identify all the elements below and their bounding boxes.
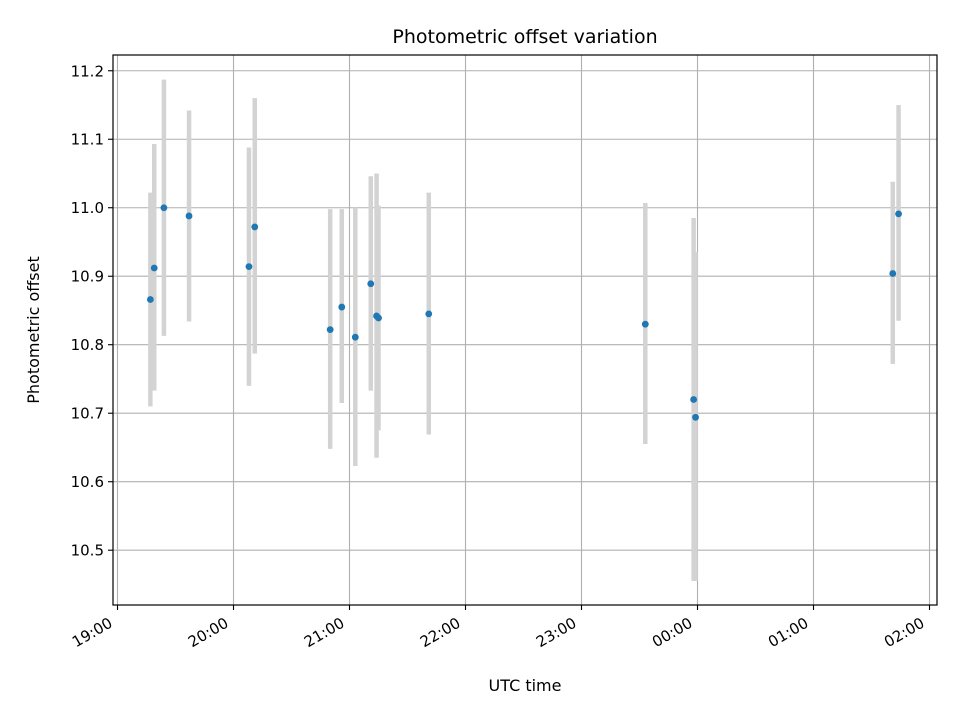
x-axis-title: UTC time bbox=[489, 676, 562, 695]
y-tick-label: 11.1 bbox=[71, 131, 104, 149]
data-point bbox=[367, 280, 375, 288]
data-point bbox=[146, 296, 154, 303]
data-point bbox=[889, 270, 897, 277]
data-points bbox=[146, 204, 902, 421]
y-tick-label: 11.0 bbox=[71, 199, 104, 217]
data-point bbox=[895, 210, 902, 218]
data-point bbox=[326, 326, 334, 334]
y-tick-label: 10.7 bbox=[71, 405, 104, 423]
data-point bbox=[375, 314, 382, 322]
data-point bbox=[338, 303, 346, 311]
y-tick-label: 10.8 bbox=[71, 336, 104, 354]
data-point bbox=[185, 212, 193, 220]
data-point bbox=[641, 320, 649, 328]
data-point bbox=[245, 263, 253, 271]
y-axis-ticks: 10.5 10.6 10.7 10.8 10.9 11.0 11.1 11.2 bbox=[71, 62, 113, 560]
y-tick-label: 10.5 bbox=[71, 542, 104, 560]
y-axis-title: Photometric offset bbox=[24, 256, 43, 404]
data-point bbox=[351, 333, 359, 341]
y-tick-label: 11.2 bbox=[71, 62, 104, 80]
y-tick-label: 10.6 bbox=[71, 473, 104, 491]
data-point bbox=[160, 204, 168, 212]
data-point bbox=[425, 310, 433, 318]
plot-frame bbox=[112, 54, 938, 606]
data-point bbox=[251, 223, 259, 231]
chart-title: Photometric offset variation bbox=[392, 26, 657, 48]
data-point bbox=[692, 413, 699, 421]
data-point bbox=[150, 264, 158, 272]
y-tick-label: 10.9 bbox=[71, 268, 104, 286]
data-point bbox=[690, 396, 698, 403]
